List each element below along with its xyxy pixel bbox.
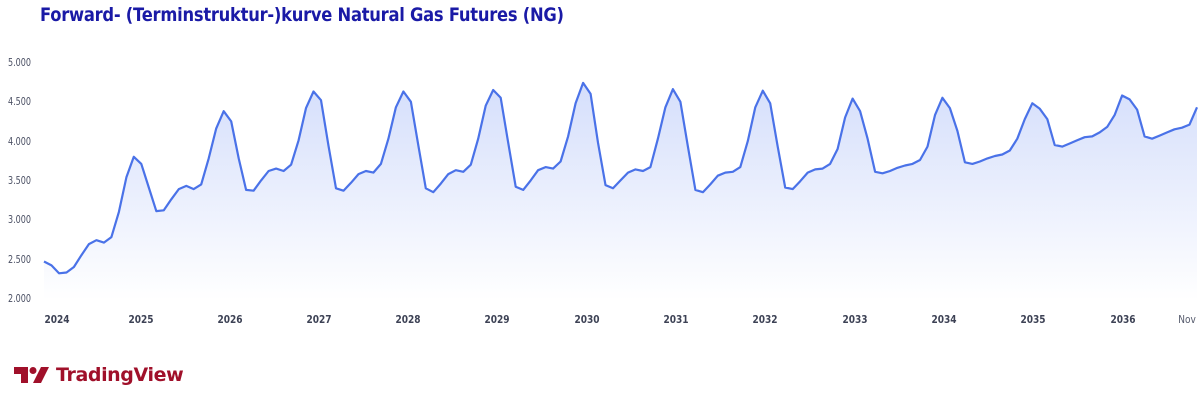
x-tick-label: 2032 xyxy=(752,313,778,326)
price-line xyxy=(43,81,1199,275)
x-tick-label: 2029 xyxy=(484,313,510,326)
area-fill xyxy=(44,82,1197,301)
x-tick-label: 2025 xyxy=(128,313,154,326)
x-tick-label: 2036 xyxy=(1110,313,1136,326)
x-tick-label: 2024 xyxy=(44,313,70,326)
tradingview-logo-icon xyxy=(14,367,49,383)
y-tick-label: 4.000 xyxy=(8,136,31,148)
tradingview-brand[interactable]: TradingView xyxy=(14,364,184,386)
y-tick-label: 3.000 xyxy=(8,214,31,226)
y-tick-label: 5.000 xyxy=(8,57,31,69)
x-tick-label: 2027 xyxy=(306,313,332,326)
x-tick-label: 2033 xyxy=(842,313,868,326)
x-tick-label: 2026 xyxy=(217,313,243,326)
x-tick-label: 2028 xyxy=(395,313,421,326)
x-tick-label: Nov xyxy=(1178,313,1196,326)
x-tick-label: 2035 xyxy=(1020,313,1046,326)
x-tick-label: 2031 xyxy=(663,313,689,326)
chart-title: Forward- (Terminstruktur-)kurve Natural … xyxy=(40,4,564,26)
y-tick-label: 3.500 xyxy=(8,175,31,187)
brand-name: TradingView xyxy=(56,364,184,386)
x-tick-label: 2034 xyxy=(931,313,957,326)
y-tick-label: 2.000 xyxy=(8,293,31,302)
y-tick-label: 4.500 xyxy=(8,96,31,108)
x-tick-label: 2030 xyxy=(574,313,600,326)
chart-plot-area[interactable] xyxy=(0,0,1200,310)
y-tick-label: 2.500 xyxy=(8,254,31,266)
